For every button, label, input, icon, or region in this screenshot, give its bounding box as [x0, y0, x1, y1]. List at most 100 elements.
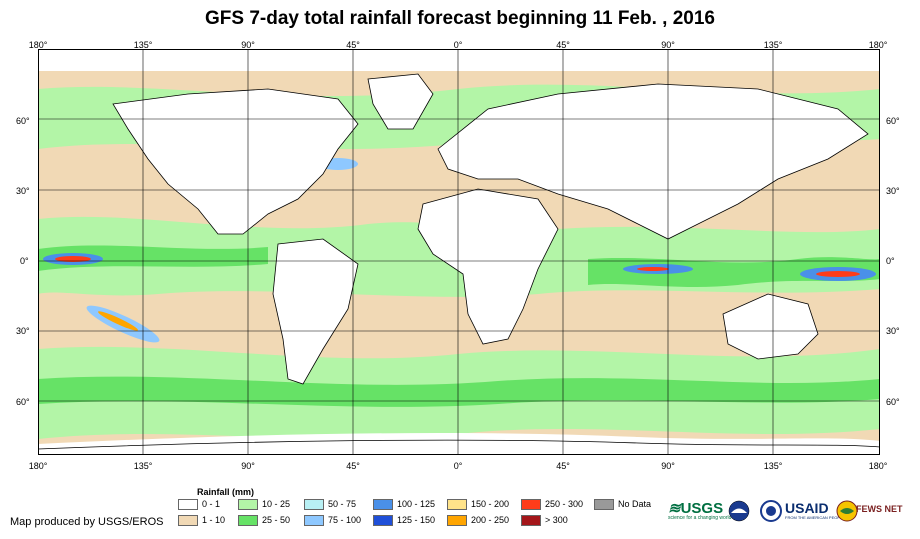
extreme-rain-cell: [98, 311, 138, 331]
legend-item: 0 - 1: [178, 499, 221, 511]
continent-eurasia: [437, 83, 869, 240]
legend-label: 25 - 50: [262, 515, 291, 525]
rain-band-tropical-heavy: [38, 245, 268, 271]
continent-australia: [722, 293, 819, 360]
legend-swatch: [304, 515, 324, 527]
usaid-tagline: FROM THE AMERICAN PEOPLE: [785, 515, 845, 520]
legend-item: 25 - 50: [238, 515, 291, 527]
lon-label-top: 90°: [661, 40, 675, 50]
lon-label-top: 135°: [133, 40, 153, 50]
continent-antarctica: [38, 439, 880, 455]
legend-swatch: [447, 515, 467, 527]
rain-band-south-heavy: [38, 376, 880, 407]
lon-label-top: 90°: [241, 40, 255, 50]
legend-item: 10 - 25: [238, 499, 291, 511]
legend-swatch: [521, 515, 541, 527]
lat-label-right: 30°: [886, 326, 900, 336]
lat-label-right: 30°: [886, 186, 900, 196]
legend-label: 50 - 75: [328, 499, 357, 509]
lon-label-bottom: 180°: [28, 461, 48, 471]
graticule: [38, 49, 880, 455]
noaa-logo: [728, 500, 750, 522]
legend-swatch: [178, 499, 198, 511]
extreme-rain-cell: [637, 267, 669, 271]
legend-swatch: [238, 499, 258, 511]
map-title: GFS 7-day total rainfall forecast beginn…: [205, 8, 715, 29]
fews-globe-icon: [836, 500, 858, 522]
legend-label: > 300: [545, 515, 568, 525]
lon-label-bottom: 135°: [133, 461, 153, 471]
lat-label-left: 30°: [16, 326, 30, 336]
lon-label-top: 180°: [868, 40, 888, 50]
legend-label: 75 - 100: [328, 515, 362, 525]
usaid-text: USAID: [785, 500, 829, 516]
lat-label-left: 30°: [16, 186, 30, 196]
lon-label-top: 180°: [28, 40, 48, 50]
legend-swatch: [373, 499, 393, 511]
lat-label-right: 60°: [886, 397, 900, 407]
map-frame: [38, 49, 880, 455]
lon-label-top: 0°: [453, 40, 463, 50]
legend-label: 10 - 25: [262, 499, 291, 509]
fews-leaf: [840, 508, 854, 514]
legend-swatch: [304, 499, 324, 511]
seal-logo: [760, 500, 782, 522]
legend-item: No Data: [594, 499, 651, 511]
usgs-tagline: science for a changing world: [668, 515, 732, 521]
usgs-logo: ≋USGS science for a changing world: [668, 499, 731, 521]
lon-label-bottom: 45°: [346, 461, 360, 471]
noaa-gull: [731, 508, 747, 513]
extreme-rain-cell: [816, 271, 860, 277]
legend-label: 250 - 300: [545, 499, 584, 509]
legend-item: 200 - 250: [447, 515, 510, 527]
lon-label-bottom: 90°: [241, 461, 255, 471]
legend-swatch: [447, 499, 467, 511]
lon-label-bottom: 90°: [661, 461, 675, 471]
legend-label: 150 - 200: [471, 499, 510, 509]
legend-item: 150 - 200: [447, 499, 510, 511]
continent-outlines: [38, 73, 880, 455]
legend-item: 50 - 75: [304, 499, 357, 511]
legend-label: 0 - 1: [202, 499, 221, 509]
continent-south-america: [272, 238, 359, 385]
legend-item: 100 - 125: [373, 499, 436, 511]
lat-label-right: 0°: [886, 256, 895, 266]
legend-swatch: [178, 515, 198, 527]
usgs-text: USGS: [680, 500, 724, 517]
legend-label: 100 - 125: [397, 499, 436, 509]
legend-title: Rainfall (mm): [197, 487, 255, 497]
legend-swatch: [238, 515, 258, 527]
lon-label-bottom: 135°: [763, 461, 783, 471]
seal-center: [766, 506, 776, 516]
extreme-rain-cell: [55, 256, 91, 262]
legend-item: 125 - 150: [373, 515, 436, 527]
legend-swatch: [373, 515, 393, 527]
fews-net-logo: FEWS NET: [856, 504, 903, 514]
lat-label-left: 60°: [16, 116, 30, 126]
lon-label-top: 45°: [556, 40, 570, 50]
legend-item: > 300: [521, 515, 568, 527]
legend-label: 200 - 250: [471, 515, 510, 525]
legend-label: 125 - 150: [397, 515, 436, 525]
lon-label-top: 45°: [346, 40, 360, 50]
legend-item: 75 - 100: [304, 515, 362, 527]
legend-swatch: [594, 499, 614, 511]
lat-label-left: 60°: [16, 397, 30, 407]
lat-label-left: 0°: [20, 256, 29, 266]
lon-label-top: 135°: [763, 40, 783, 50]
credit-text: Map produced by USGS/EROS: [10, 516, 164, 528]
usaid-logo: USAID FROM THE AMERICAN PEOPLE: [785, 500, 845, 520]
continent-africa: [417, 188, 559, 345]
usgs-wordmark: ≋: [668, 500, 681, 517]
rain-zone-none: [38, 49, 880, 71]
rainfall-map: [38, 49, 880, 455]
lat-label-right: 60°: [886, 116, 900, 126]
legend-item: 1 - 10: [178, 515, 225, 527]
continent-greenland: [367, 73, 434, 130]
legend-item: 250 - 300: [521, 499, 584, 511]
lon-label-bottom: 180°: [868, 461, 888, 471]
continent-north-america: [112, 88, 359, 235]
lon-label-bottom: 0°: [453, 461, 463, 471]
legend-swatch: [521, 499, 541, 511]
lon-label-bottom: 45°: [556, 461, 570, 471]
